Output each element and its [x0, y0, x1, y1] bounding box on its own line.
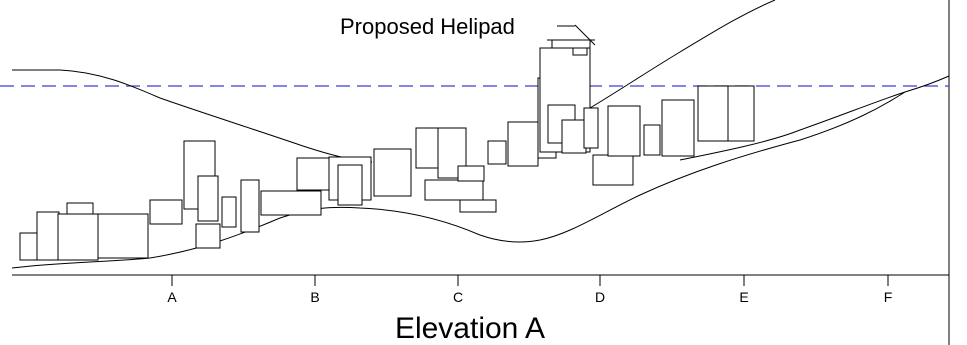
ground-profile	[11, 91, 906, 269]
helipad	[547, 24, 596, 49]
drawing-title: Elevation A	[395, 312, 545, 345]
marker-label-f: F	[884, 289, 893, 305]
marker-f: F	[884, 275, 893, 305]
buildings-cluster-a	[19, 140, 260, 261]
buildings-cluster-c	[507, 44, 695, 186]
marker-b: B	[310, 275, 320, 305]
marker-d: D	[595, 275, 605, 305]
marker-a: A	[167, 275, 177, 305]
marker-c: C	[453, 275, 463, 305]
marker-label-e: E	[739, 289, 748, 305]
marker-label-d: D	[595, 289, 605, 305]
background-ridge-left	[12, 69, 373, 163]
buildings-cluster-d	[697, 85, 755, 142]
marker-label-a: A	[167, 289, 177, 305]
buildings-cluster-b	[260, 127, 507, 216]
marker-label-b: B	[310, 289, 319, 305]
marker-e: E	[739, 275, 749, 305]
helipad-callout-label: Proposed Helipad	[340, 14, 515, 39]
background-ridge-right	[589, 0, 776, 109]
background-ridge-mid	[679, 75, 950, 161]
marker-label-c: C	[453, 289, 463, 305]
